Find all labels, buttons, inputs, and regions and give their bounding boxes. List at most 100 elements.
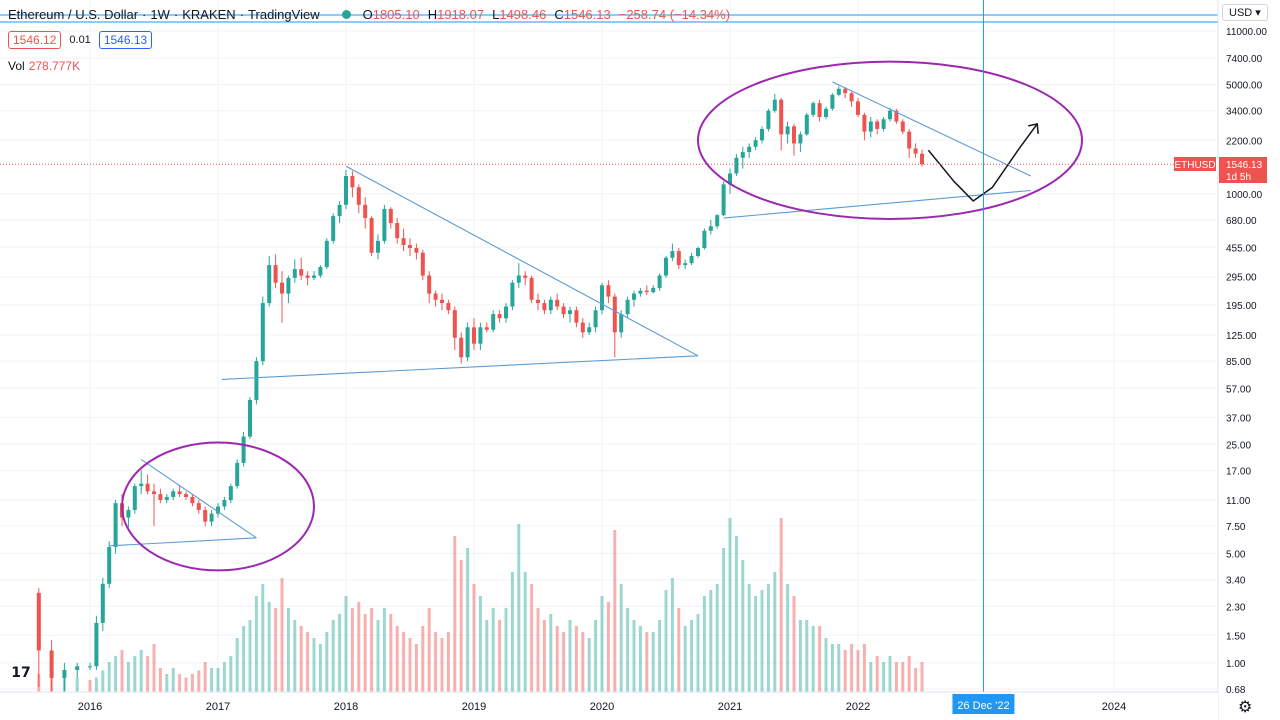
- volume-bar-106: [741, 560, 745, 692]
- candle-65: [478, 322, 483, 351]
- volume-bar-8: [114, 656, 118, 692]
- candle-body-120: [830, 94, 835, 109]
- candle-61: [452, 306, 457, 351]
- candle-131: [900, 119, 905, 135]
- y-tick-label-17: 7.50: [1226, 522, 1246, 533]
- candle-126: [868, 116, 873, 138]
- high-value: 1918.07: [437, 7, 485, 22]
- candle-56: [420, 249, 425, 281]
- candle-body-114: [792, 126, 796, 144]
- candle-body-54: [408, 245, 412, 249]
- volume-bar-19: [184, 677, 188, 692]
- candle-89: [632, 290, 636, 307]
- volume-bar-101: [709, 590, 713, 692]
- candle-body-125: [862, 114, 867, 132]
- open-value: 1805.10: [372, 7, 420, 22]
- candle-body-66: [484, 327, 489, 330]
- candle-body-18: [177, 491, 182, 495]
- candle-body-89: [632, 293, 636, 300]
- candle-body-76: [548, 299, 553, 311]
- candle-53: [401, 228, 406, 252]
- candle-body-22: [203, 509, 208, 522]
- candle-body-73: [529, 277, 534, 300]
- candle-body-95: [670, 251, 675, 258]
- candle-body-26: [228, 486, 233, 501]
- candle-27: [235, 459, 240, 489]
- candle-body-121: [836, 88, 841, 95]
- volume-bar-54: [408, 638, 412, 692]
- x-tick-label-6: 2022: [846, 701, 870, 713]
- trendline-5: [832, 81, 1032, 177]
- volume-bar-117: [811, 626, 815, 692]
- candle-body-51: [388, 208, 393, 224]
- candle-32: [267, 256, 272, 307]
- candle-117: [811, 101, 816, 117]
- symbol-name[interactable]: Ethereum / U.S. Dollar: [8, 7, 139, 22]
- x-tick-label-5: 2021: [718, 701, 742, 713]
- y-tick-label-6: 680.00: [1226, 216, 1257, 227]
- volume-bar-92: [651, 632, 655, 692]
- candle-body-112: [779, 99, 784, 135]
- volume-bar-72: [523, 572, 527, 692]
- y-tick-label-12: 57.00: [1226, 384, 1251, 395]
- time-axis[interactable]: 2016 2017 2018 2019 2020 2021 2022 2024: [0, 691, 1218, 720]
- candle-134: [920, 149, 924, 167]
- candle-body-52: [395, 223, 400, 239]
- volume-bar-116: [805, 620, 809, 692]
- candle-body-47: [363, 204, 368, 219]
- candle-30: [254, 357, 259, 405]
- candle-body-133: [913, 148, 918, 154]
- volume-bar-97: [683, 626, 687, 692]
- candle-100: [702, 228, 707, 250]
- candle-body-101: [708, 226, 713, 231]
- volume-legend: Vol 278.777K: [8, 59, 80, 73]
- candle-body-131: [900, 121, 905, 132]
- currency-button[interactable]: USD ▾: [1222, 4, 1268, 21]
- volume-bar-15: [158, 668, 162, 692]
- candle-12: [139, 470, 144, 495]
- candle-112: [779, 98, 784, 151]
- bid-button[interactable]: 1546.12: [8, 31, 62, 49]
- volume-bar-75: [542, 620, 546, 692]
- volume-label: Vol: [8, 59, 25, 73]
- volume-bar-113: [786, 584, 790, 692]
- volume-bar-86: [613, 530, 617, 692]
- volume-bar-65: [478, 596, 482, 692]
- volume-bar-102: [715, 584, 719, 692]
- y-tick-label-23: 0.68: [1226, 685, 1246, 696]
- candle-body-32: [267, 265, 272, 304]
- candle-body-13: [145, 483, 150, 492]
- volume-bar-56: [421, 626, 425, 692]
- volume-bar-12: [139, 650, 143, 692]
- candle-17: [171, 488, 176, 501]
- candle-8: [113, 500, 118, 554]
- ask-button[interactable]: 1546.13: [98, 31, 153, 49]
- volume-bar-30: [254, 596, 258, 692]
- interval[interactable]: 1W: [150, 7, 170, 22]
- y-tick-label-16: 11.00: [1226, 496, 1251, 507]
- candle-body-62: [459, 337, 464, 358]
- candle-body-40: [318, 267, 323, 276]
- candle-body-15: [158, 494, 163, 501]
- candle-body-119: [824, 108, 828, 117]
- candle-body-109: [760, 128, 764, 141]
- tradingview-logo-icon[interactable]: 17: [8, 663, 34, 683]
- candle-62: [459, 332, 464, 364]
- volume-bar-10: [126, 662, 130, 692]
- candle-body-57: [427, 275, 432, 294]
- volume-bar-14: [152, 644, 156, 692]
- low-label: L: [492, 7, 500, 22]
- gear-icon[interactable]: ⚙: [1238, 697, 1253, 716]
- chart-grid: [0, 0, 1218, 692]
- candle-body-2: [62, 669, 67, 678]
- price-axis[interactable]: 11000.00 7400.00 5000.00 3400.00 2200.00 1000…: [1217, 0, 1280, 720]
- volume-bar-96: [677, 608, 681, 692]
- volume-bar-13: [146, 656, 150, 692]
- volume-bar-125: [862, 644, 866, 692]
- quote-row: 1546.12 0.01 1546.13: [8, 31, 153, 49]
- candle-body-129: [888, 110, 892, 120]
- volume-bar-74: [536, 608, 540, 692]
- y-tick-label-22: 1.00: [1226, 659, 1246, 670]
- candle-body-20: [190, 496, 195, 504]
